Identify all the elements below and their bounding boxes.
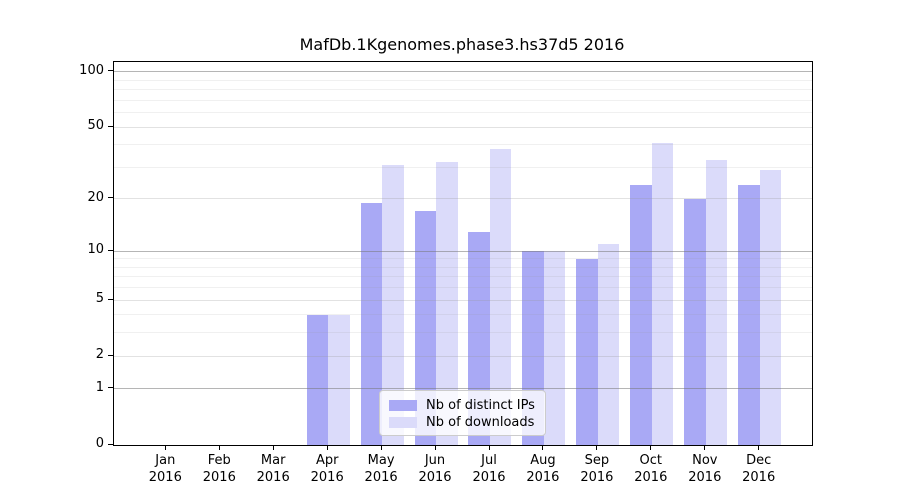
legend-swatch-distinct-ips [389,399,417,411]
grid-layer [114,62,812,445]
x-tick-label-apr: Apr 2016 [310,453,344,485]
gridline-7 [114,276,812,278]
x-tick-label-oct: Oct 2016 [634,453,668,485]
gridline-80 [114,89,812,91]
chart-title: MafDb.1Kgenomes.phase3.hs37d5 2016 [299,35,625,54]
gridline-8 [114,266,812,268]
legend-item-downloads: Nb of downloads [389,414,537,430]
y-tick-label-2: 2 [95,347,104,363]
x-tick-label-mar: Mar 2016 [256,453,290,485]
x-tick-mark-nov [704,445,706,450]
bar-downloads-oct [651,142,674,445]
legend-swatch-downloads [389,416,417,428]
x-tick-mark-jul [488,445,490,450]
legend-label-downloads: Nb of downloads [426,414,535,430]
bar-downloads-nov [705,159,728,445]
y-tick-label-20: 20 [87,189,104,205]
x-tick-label-jun: Jun 2016 [418,453,452,485]
gridline-50 [114,126,812,128]
x-tick-mark-oct [650,445,652,450]
x-tick-label-nov: Nov 2016 [688,453,722,485]
bar-distinct-ips-nov [684,198,706,445]
x-tick-label-may: May 2016 [364,453,398,485]
x-tick-label-dec: Dec 2016 [742,453,776,485]
gridline-40 [114,144,812,146]
legend: Nb of distinct IPs Nb of downloads [379,390,546,436]
gridline-100 [114,71,812,73]
bars-layer [114,62,812,445]
gridline-60 [114,112,812,114]
x-tick-label-jan: Jan 2016 [148,453,182,485]
bar-distinct-ips-sep [576,258,598,445]
gridline-70 [114,99,812,101]
plot-area [113,61,813,446]
x-tick-mark-may [380,445,382,450]
y-tick-mark-20 [108,197,113,199]
gridline-3 [114,332,812,334]
y-tick-label-1: 1 [95,379,104,395]
x-tick-label-aug: Aug 2016 [526,453,560,485]
x-tick-mark-sep [596,445,598,450]
gridline-1 [114,388,812,390]
gridline-20 [114,198,812,200]
bar-distinct-ips-dec [738,184,760,445]
gridline-10 [114,250,812,252]
x-tick-mark-feb [218,445,220,450]
y-tick-label-5: 5 [95,291,104,307]
gridline-90 [114,79,812,81]
gridline-9 [114,258,812,260]
y-tick-mark-0 [108,443,113,445]
gridline-2 [114,355,812,357]
gridline-5 [114,299,812,301]
y-tick-mark-50 [108,125,113,127]
bar-downloads-sep [597,244,620,445]
y-tick-label-0: 0 [95,436,104,451]
bar-distinct-ips-apr [306,314,329,445]
y-tick-mark-100 [108,70,113,72]
x-tick-label-jul: Jul 2016 [472,453,506,485]
y-tick-mark-5 [108,298,113,300]
x-tick-mark-dec [758,445,760,450]
gridline-4 [114,314,812,316]
gridline-6 [114,287,812,289]
legend-item-distinct-ips: Nb of distinct IPs [389,397,537,413]
x-tick-mark-jan [164,445,166,450]
y-tick-mark-2 [108,354,113,356]
bar-distinct-ips-oct [630,184,652,445]
bar-downloads-jun [436,162,458,445]
x-tick-mark-aug [542,445,544,450]
y-tick-label-50: 50 [87,118,104,133]
y-tick-mark-10 [108,249,113,251]
x-tick-label-feb: Feb 2016 [202,453,236,485]
legend-label-distinct-ips: Nb of distinct IPs [426,397,535,413]
bar-downloads-may [382,164,404,445]
x-tick-mark-apr [326,445,328,450]
bar-distinct-ips-jun [414,211,437,445]
bar-downloads-aug [543,251,566,445]
bar-distinct-ips-may [360,202,383,445]
x-tick-label-sep: Sep 2016 [580,453,614,485]
gridline-30 [114,166,812,168]
x-tick-mark-mar [272,445,274,450]
x-tick-mark-jun [434,445,436,450]
y-tick-mark-1 [108,387,113,389]
y-tick-label-100: 100 [79,62,104,78]
bar-downloads-apr [328,314,350,445]
y-tick-label-10: 10 [87,242,104,258]
bar-downloads-dec [759,170,782,445]
bar-downloads-jul [489,148,512,445]
